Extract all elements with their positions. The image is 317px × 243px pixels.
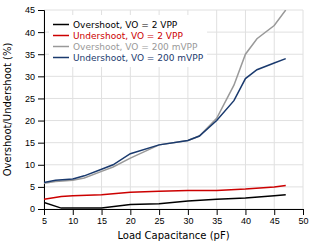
grid-line-x bbox=[245, 10, 246, 209]
x-axis: 5 10 15 20 25 30 35 40 45 50 bbox=[42, 209, 309, 226]
tick: 45 bbox=[25, 5, 44, 15]
tick-mark bbox=[130, 209, 131, 215]
tick-label: 15 bbox=[97, 216, 107, 226]
tick-mark bbox=[38, 143, 44, 144]
tick-mark bbox=[38, 187, 44, 188]
tick: 30 bbox=[25, 72, 44, 82]
tick-label: 25 bbox=[155, 216, 165, 226]
grid-line-x bbox=[216, 10, 217, 209]
tick: 5 bbox=[42, 209, 47, 226]
tick-label: 30 bbox=[183, 216, 193, 226]
legend-label: Undershoot, VO = 200 mVPP bbox=[73, 53, 204, 63]
tick-mark bbox=[38, 10, 44, 11]
tick-mark bbox=[102, 209, 103, 215]
legend-swatch bbox=[53, 35, 69, 37]
tick: 30 bbox=[183, 209, 193, 226]
tick: 45 bbox=[270, 209, 280, 226]
tick-label: 45 bbox=[25, 5, 35, 15]
grid-line-y bbox=[44, 76, 303, 77]
tick-label: 30 bbox=[25, 72, 35, 82]
legend-swatch bbox=[53, 57, 69, 59]
tick: 10 bbox=[25, 160, 44, 170]
grid-line-x bbox=[303, 10, 304, 209]
tick-label: 20 bbox=[25, 116, 35, 126]
tick: 40 bbox=[25, 27, 44, 37]
tick-mark bbox=[38, 165, 44, 166]
series-line bbox=[44, 186, 286, 200]
x-axis-title: Load Capacitance (pF) bbox=[117, 230, 229, 241]
grid bbox=[44, 10, 303, 209]
tick: 35 bbox=[212, 209, 222, 226]
tick: 15 bbox=[97, 209, 107, 226]
tick-mark bbox=[217, 209, 218, 215]
tick: 20 bbox=[126, 209, 136, 226]
tick-label: 20 bbox=[126, 216, 136, 226]
tick-label: 45 bbox=[270, 216, 280, 226]
series-line bbox=[44, 10, 286, 183]
legend-label: Undershoot, VO = 2 VPP bbox=[73, 31, 183, 41]
tick: 10 bbox=[68, 209, 78, 226]
tick-label: 50 bbox=[298, 216, 308, 226]
grid-line-y bbox=[44, 164, 303, 165]
tick-mark bbox=[274, 209, 275, 215]
chart: 5101520253035404550051015202530354045Ove… bbox=[0, 0, 317, 243]
tick-label: 40 bbox=[25, 27, 35, 37]
tick-label: 35 bbox=[25, 50, 35, 60]
tick-label: 10 bbox=[68, 216, 78, 226]
legend-label: Overshoot, VO = 2 VPP bbox=[73, 20, 178, 30]
tick-mark bbox=[38, 98, 44, 99]
series-group bbox=[44, 10, 286, 208]
legend-background bbox=[49, 15, 207, 67]
tick-mark bbox=[303, 209, 304, 215]
tick: 25 bbox=[25, 94, 44, 104]
tick-mark bbox=[38, 209, 44, 210]
tick: 50 bbox=[298, 209, 308, 226]
y-axis-title: Overshoot/Undershoot (%) bbox=[2, 43, 13, 177]
tick-label: 40 bbox=[241, 216, 251, 226]
tick-mark bbox=[159, 209, 160, 215]
legend-swatch bbox=[53, 24, 69, 26]
y-axis: 0 5 10 15 20 25 30 35 40 45 bbox=[25, 5, 45, 214]
tick-label: 25 bbox=[25, 94, 35, 104]
tick-label: 15 bbox=[25, 138, 35, 148]
tick: 35 bbox=[25, 50, 44, 60]
grid-line-y bbox=[44, 98, 303, 99]
axis-line bbox=[45, 210, 304, 216]
tick-label: 0 bbox=[30, 204, 35, 214]
tick: 20 bbox=[25, 116, 44, 126]
tick-label: 35 bbox=[212, 216, 222, 226]
tick-mark bbox=[188, 209, 189, 215]
tick-label: 10 bbox=[25, 160, 35, 170]
tick-label: 5 bbox=[42, 216, 47, 226]
tick-mark bbox=[38, 54, 44, 55]
axis-line bbox=[38, 11, 45, 210]
tick: 5 bbox=[30, 182, 44, 192]
legend: Overshoot, VO = 2 VPPUndershoot, VO = 2 … bbox=[49, 15, 207, 67]
tick-mark bbox=[245, 209, 246, 215]
tick-mark bbox=[38, 32, 44, 33]
tick: 15 bbox=[25, 138, 44, 148]
series-line bbox=[44, 195, 286, 208]
tick-mark bbox=[38, 76, 44, 77]
tick: 25 bbox=[155, 209, 165, 226]
plot: 5101520253035404550051015202530354045Ove… bbox=[25, 5, 309, 226]
grid-line-y bbox=[44, 10, 303, 11]
grid-line-y bbox=[44, 120, 303, 121]
tick-label: 5 bbox=[30, 182, 35, 192]
series-line bbox=[44, 59, 286, 183]
tick: 0 bbox=[30, 204, 44, 214]
tick-mark bbox=[38, 121, 44, 122]
legend-label: Overshoot, VO = 200 mVPP bbox=[73, 42, 198, 52]
tick-mark bbox=[73, 209, 74, 215]
tick: 40 bbox=[241, 209, 251, 226]
grid-line-x bbox=[274, 10, 275, 209]
legend-swatch bbox=[53, 46, 69, 48]
